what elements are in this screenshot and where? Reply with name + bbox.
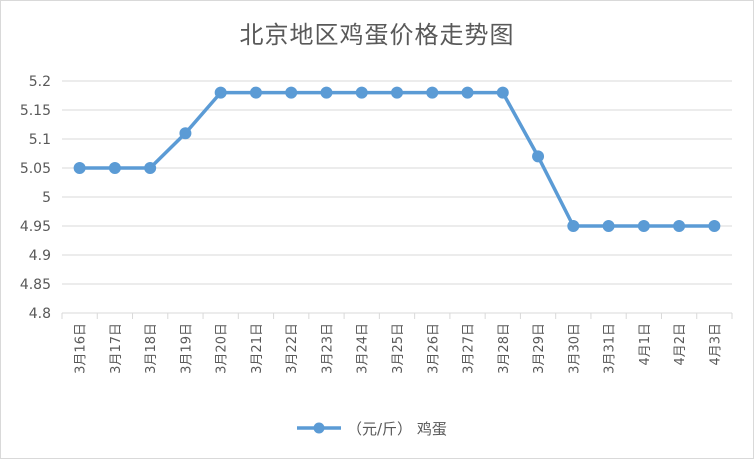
data-point — [320, 86, 333, 99]
legend-label: （元/斤） 鸡蛋 — [347, 420, 447, 438]
data-point — [73, 162, 86, 174]
y-tick-label: 4.8 — [29, 306, 51, 322]
x-tick-label: 4月2日 — [673, 323, 688, 366]
y-tick-label: 4.95 — [20, 219, 51, 235]
y-tick-label: 5.15 — [20, 103, 51, 119]
data-point — [214, 86, 227, 99]
data-point — [708, 220, 721, 232]
x-tick-label: 3月24日 — [356, 323, 371, 374]
x-tick-label: 3月23日 — [320, 323, 335, 374]
y-tick-label: 5.05 — [20, 161, 51, 177]
x-tick-label: 4月1日 — [638, 323, 653, 366]
x-tick-label: 3月29日 — [532, 323, 547, 374]
data-point — [285, 86, 298, 99]
y-tick-label: 4.9 — [29, 248, 51, 264]
y-tick-label: 5.2 — [29, 74, 51, 90]
x-tick-label: 3月22日 — [285, 323, 300, 374]
x-tick-label: 3月18日 — [144, 323, 159, 374]
data-point — [602, 220, 615, 232]
data-point — [355, 86, 368, 99]
data-point — [426, 86, 439, 99]
series-line — [79, 90, 715, 228]
x-tick-label: 3月16日 — [74, 323, 89, 374]
data-point — [567, 220, 580, 232]
chart-title: 北京地区鸡蛋价格走势图 — [239, 21, 515, 49]
y-tick-label: 5 — [42, 190, 51, 206]
x-tick-label: 3月17日 — [109, 323, 124, 374]
x-tick-label: 3月27日 — [462, 323, 477, 374]
x-tick-label: 3月26日 — [426, 323, 441, 374]
x-tick-label: 3月31日 — [603, 323, 618, 374]
data-point — [179, 127, 192, 140]
x-tick-label: 3月25日 — [391, 323, 406, 374]
data-point — [637, 220, 650, 232]
data-point — [144, 162, 157, 174]
legend-marker — [313, 422, 325, 434]
x-tick-label: 3月28日 — [497, 323, 512, 374]
x-tick-label: 3月21日 — [250, 323, 265, 374]
data-point — [108, 162, 121, 174]
y-tick-label: 4.85 — [20, 277, 51, 293]
data-point — [391, 86, 403, 99]
data-point — [496, 86, 509, 99]
x-tick-label: 4月3日 — [708, 323, 723, 366]
y-tick-label: 5.1 — [29, 132, 51, 148]
data-point — [461, 86, 474, 99]
data-point — [673, 220, 686, 232]
data-point — [532, 150, 545, 163]
x-tick-label: 3月19日 — [179, 323, 194, 374]
x-tick-label: 3月30日 — [567, 323, 582, 374]
data-point — [249, 86, 262, 99]
x-tick-label: 3月20日 — [215, 323, 230, 374]
